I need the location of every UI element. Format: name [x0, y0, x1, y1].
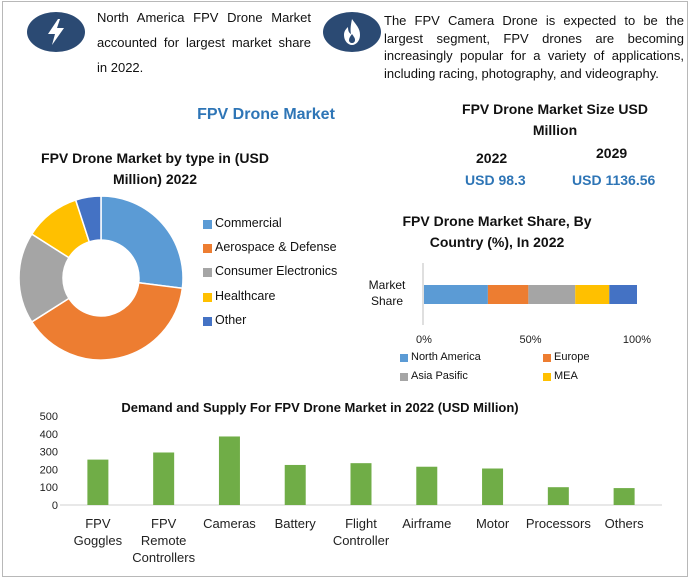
- legend-label-healthcare: Healthcare: [215, 288, 276, 303]
- top-right-text: The FPV Camera Drone is expected to be t…: [384, 13, 684, 81]
- main-title: FPV Drone Market: [197, 106, 335, 123]
- bar-motor: [482, 468, 504, 505]
- bar-others: [613, 488, 635, 505]
- market-size-value-2022: USD 98.3: [465, 172, 526, 188]
- demand-x-label-airframe: Airframe: [402, 516, 451, 531]
- lightning-icon-badge: [27, 12, 85, 52]
- flame-icon-badge: [323, 12, 381, 52]
- country-segment-europe: [487, 285, 529, 304]
- country-legend-label-europe: Europe: [554, 351, 590, 363]
- legend-swatch-other: [203, 316, 212, 326]
- legend-swatch-consumer-electronics: [203, 268, 212, 278]
- country-tick-label: 50%: [519, 334, 541, 346]
- country-legend-swatch-asia-pasific: [400, 373, 408, 381]
- type-chart-title: FPV Drone Market by type in (USD Million…: [41, 150, 269, 187]
- country-chart-title: FPV Drone Market Share, By Country (%), …: [402, 213, 592, 250]
- legend-swatch-aerospace-defense: [203, 244, 212, 254]
- bar-battery: [284, 464, 306, 505]
- country-segment-asia-pasific: [528, 285, 576, 304]
- country-segment-north-america: [424, 285, 488, 304]
- country-legend-swatch-mea: [543, 373, 551, 381]
- market-size-year-2029: 2029: [596, 145, 628, 161]
- demand-x-label-fpv-remote-controllers: FPV Remote Controllers: [132, 516, 195, 565]
- country-legend-swatch-europe: [543, 354, 551, 362]
- demand-x-label-flight-controller: Flight Controller: [333, 516, 390, 548]
- country-tick-label: 0%: [416, 334, 432, 346]
- demand-x-label-cameras: Cameras: [203, 516, 256, 531]
- demand-x-label-motor: Motor: [476, 516, 510, 531]
- country-chart-category-label: Market Share: [368, 278, 406, 308]
- market-size-value-2029: USD 1136.56: [572, 172, 656, 188]
- lightning-icon: [48, 19, 64, 45]
- market-size-year-2022: 2022: [476, 150, 508, 166]
- country-legend-swatch-north-america: [400, 354, 408, 362]
- legend-label-aerospace-defense: Aerospace & Defense: [215, 240, 337, 255]
- country-tick-label: 100%: [623, 334, 651, 346]
- country-segment-mea: [575, 285, 610, 304]
- demand-y-tick-label: 500: [40, 411, 58, 423]
- donut-slice-commercial: [100, 195, 184, 290]
- donut-slice-aerospace-defense: [30, 281, 184, 361]
- bar-fpv-goggles: [87, 459, 109, 505]
- legend-swatch-commercial: [203, 220, 212, 229]
- country-legend-label-mea: MEA: [554, 370, 578, 382]
- bar-processors: [547, 487, 569, 505]
- demand-y-tick-label: 400: [40, 429, 58, 441]
- legend-label-consumer-electronics: Consumer Electronics: [215, 264, 338, 279]
- demand-y-tick-label: 100: [40, 482, 58, 494]
- demand-chart-title: Demand and Supply For FPV Drone Market i…: [121, 400, 519, 415]
- bar-airframe: [416, 466, 438, 505]
- legend-swatch-healthcare: [203, 292, 212, 302]
- top-left-text: North America FPV Drone Market accounted…: [97, 10, 311, 75]
- bar-flight-controller: [350, 463, 372, 505]
- demand-x-label-battery: Battery: [275, 516, 317, 531]
- demand-x-label-fpv-goggles: FPV Goggles: [74, 516, 123, 548]
- country-legend-label-asia-pasific: Asia Pasific: [411, 370, 468, 382]
- flame-icon: [344, 19, 360, 45]
- demand-y-tick-label: 0: [52, 500, 58, 512]
- demand-y-tick-label: 200: [40, 464, 58, 476]
- demand-x-label-processors: Processors: [526, 516, 592, 531]
- country-legend-label-north-america: North America: [411, 351, 481, 363]
- market-size-title: FPV Drone Market Size USD Million: [462, 101, 648, 138]
- demand-y-tick-label: 300: [40, 447, 58, 459]
- country-segment-other: [609, 285, 637, 304]
- donut-slice-other: [74, 195, 102, 243]
- demand-x-label-others: Others: [605, 516, 645, 531]
- bar-cameras: [218, 436, 240, 505]
- bar-fpv-remote-controllers: [153, 452, 175, 505]
- legend-label-other: Other: [215, 312, 247, 327]
- legend-label-commercial: Commercial: [215, 216, 282, 230]
